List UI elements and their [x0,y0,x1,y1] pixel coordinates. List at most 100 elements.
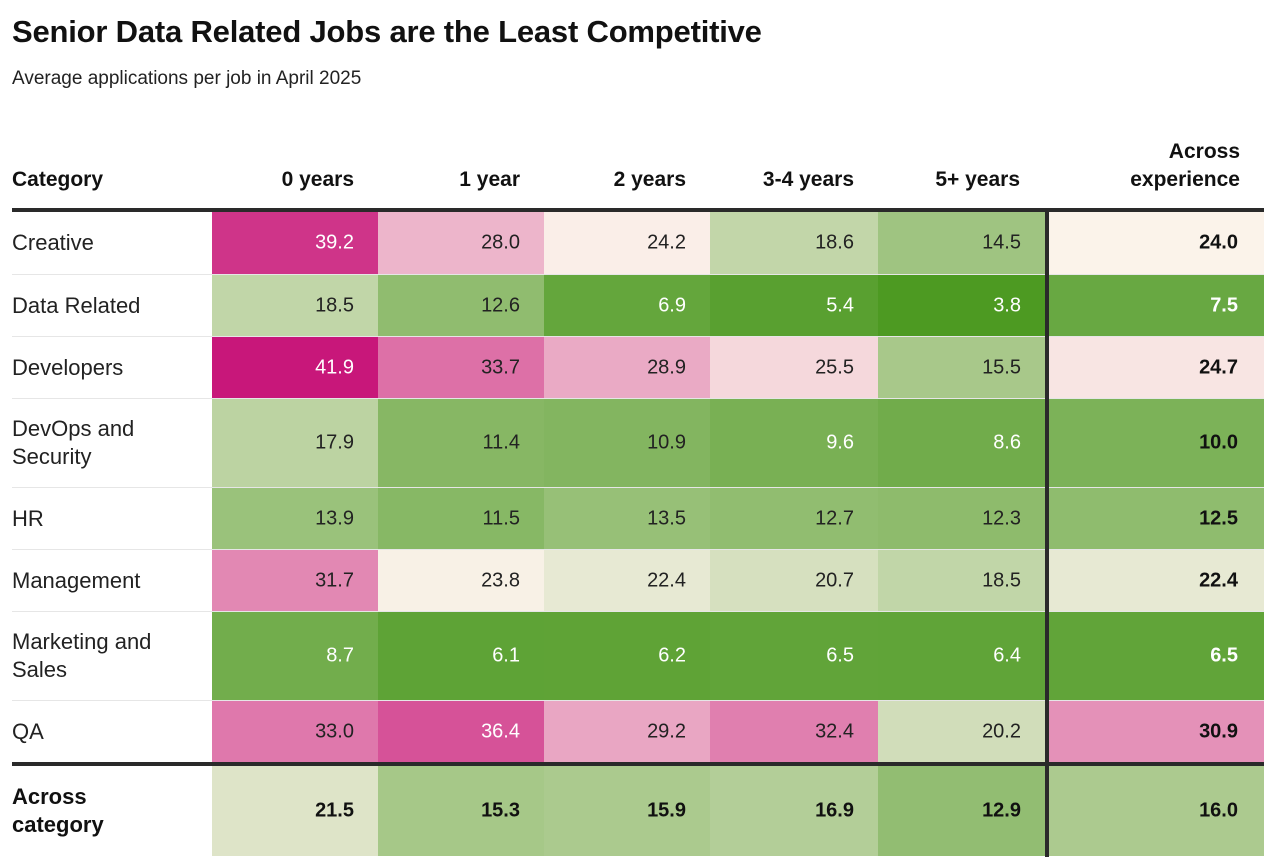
heatmap-cell: 24.2 [544,212,710,274]
table-row: DevOps and Security 17.9 11.4 10.9 9.6 8.6 10.… [12,399,1264,488]
cell-value: 20.7 [815,569,854,591]
row-label-cell: Marketing and Sales [12,612,212,700]
row-label: Data Related [12,292,141,318]
heatmap-cell: 12.6 [378,275,544,336]
cell-value: 17.9 [315,431,354,454]
heatmap-cell: 17.9 [212,399,378,487]
across-experience-cell: 22.4 [1049,550,1264,611]
cell-value: 3.8 [993,294,1021,316]
table-header: Category 0 years 1 year 2 years 3-4 years 5+ … [12,130,1264,212]
column-header: 1 year [459,168,520,191]
totals-cell: 16.9 [710,766,878,856]
cell-value: 24.2 [647,231,686,254]
cell-value: 22.4 [647,569,686,591]
cell-value: 33.0 [315,720,354,742]
heatmap-cell: 6.4 [878,612,1045,700]
row-label-cell: Management [12,550,212,611]
cell-value: 18.6 [815,231,854,254]
cell-value: 13.5 [647,507,686,529]
heatmap-cell: 23.8 [378,550,544,611]
heatmap-cell: 41.9 [212,337,378,398]
across-experience-value: 24.0 [1199,231,1238,254]
cell-value: 11.5 [482,507,520,529]
cell-value: 10.9 [647,431,686,454]
cell-value: 5.4 [826,294,854,316]
across-experience-cell: 30.9 [1049,701,1264,762]
heatmap-cell: 18.5 [212,275,378,336]
totals-row: Across category 21.5 15.3 15.9 16.9 12.9 16.0 [12,762,1264,856]
across-experience-value: 7.5 [1210,294,1238,316]
heatmap-cell: 25.5 [710,337,878,398]
across-experience-value: 10.0 [1199,431,1238,454]
cell-value: 8.6 [993,431,1021,454]
cell-value: 39.2 [315,231,354,254]
heatmap-cell: 5.4 [710,275,878,336]
cell-value: 28.0 [481,231,520,254]
totals-cell: 12.9 [878,766,1045,856]
cell-value: 14.5 [982,231,1021,254]
heatmap-cell: 11.4 [378,399,544,487]
heatmap-cell: 6.1 [378,612,544,700]
cell-value: 6.4 [993,644,1021,667]
table-row: Data Related 18.5 12.6 6.9 5.4 3.8 7.5 [12,275,1264,337]
heatmap-cell: 18.6 [710,212,878,274]
heatmap-cell: 3.8 [878,275,1045,336]
heatmap-cell: 6.2 [544,612,710,700]
totals-value: 15.9 [647,799,686,822]
across-experience-value: 12.5 [1199,507,1238,529]
heatmap-cell: 22.4 [544,550,710,611]
cell-value: 31.7 [315,569,354,591]
table-row: HR 13.9 11.5 13.5 12.7 12.3 12.5 [12,488,1264,550]
heatmap-cell: 28.9 [544,337,710,398]
heatmap-cell: 12.3 [878,488,1045,549]
across-experience-cell: 12.5 [1049,488,1264,549]
totals-value: 21.5 [315,799,354,822]
column-header: 5+ years [935,168,1020,191]
heatmap-cell: 6.9 [544,275,710,336]
heatmap-cell: 20.2 [878,701,1045,762]
totals-across-value: 16.0 [1199,799,1238,822]
cell-value: 11.4 [482,431,520,454]
totals-value: 16.9 [815,799,854,822]
across-experience-cell: 24.7 [1049,337,1264,398]
heatmap-cell: 28.0 [378,212,544,274]
row-label-cell: Data Related [12,275,212,336]
row-label-cell: HR [12,488,212,549]
heatmap-cell: 20.7 [710,550,878,611]
row-label: QA [12,718,44,744]
row-label: DevOps and Security [12,416,135,469]
totals-cell: 21.5 [212,766,378,856]
row-label: Management [12,567,141,593]
table-row: Creative 39.2 28.0 24.2 18.6 14.5 24.0 [12,212,1264,275]
chart-title: Senior Data Related Jobs are the Least C… [12,14,762,49]
cell-value: 33.7 [481,356,520,378]
row-label: Marketing and Sales [12,629,152,682]
heatmap-cell: 8.7 [212,612,378,700]
across-experience-value: 24.7 [1199,356,1238,378]
row-label: Developers [12,354,124,380]
cell-value: 15.5 [982,356,1021,378]
chart-subtitle: Average applications per job in April 20… [12,68,362,89]
cell-value: 9.6 [826,431,854,454]
cell-value: 36.4 [481,720,520,742]
totals-across-cell: 16.0 [1049,766,1264,856]
row-label-cell: DevOps and Security [12,399,212,487]
across-experience-cell: 7.5 [1049,275,1264,336]
across-experience-value: 6.5 [1210,644,1238,667]
column-header: 0 years [281,168,354,191]
cell-value: 8.7 [326,644,354,667]
totals-cell: 15.9 [544,766,710,856]
totals-value: 12.9 [982,799,1021,822]
heatmap-cell: 32.4 [710,701,878,762]
table-row: Management 31.7 23.8 22.4 20.7 18.5 22.4 [12,550,1264,612]
cell-value: 6.1 [492,644,520,667]
column-header: Category [12,168,104,191]
heatmap-cell: 36.4 [378,701,544,762]
across-experience-cell: 24.0 [1049,212,1264,274]
cell-value: 18.5 [315,294,354,316]
table-row: Marketing and Sales 8.7 6.1 6.2 6.5 6.4 6.5 [12,612,1264,701]
heatmap-cell: 29.2 [544,701,710,762]
heatmap-cell: 15.5 [878,337,1045,398]
cell-value: 6.5 [826,644,854,667]
totals-value: 15.3 [481,799,520,822]
